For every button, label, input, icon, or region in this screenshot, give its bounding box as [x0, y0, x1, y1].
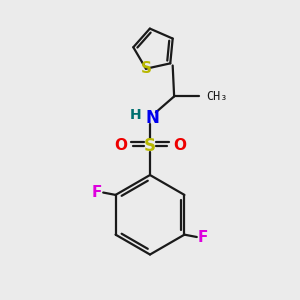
Text: H: H	[130, 108, 142, 122]
Text: S: S	[144, 136, 156, 154]
Text: CH₃: CH₃	[206, 90, 227, 103]
Text: N: N	[146, 109, 159, 127]
Text: S: S	[140, 61, 152, 76]
Text: O: O	[173, 138, 186, 153]
Text: O: O	[114, 138, 127, 153]
Text: F: F	[198, 230, 208, 244]
Text: F: F	[92, 185, 102, 200]
